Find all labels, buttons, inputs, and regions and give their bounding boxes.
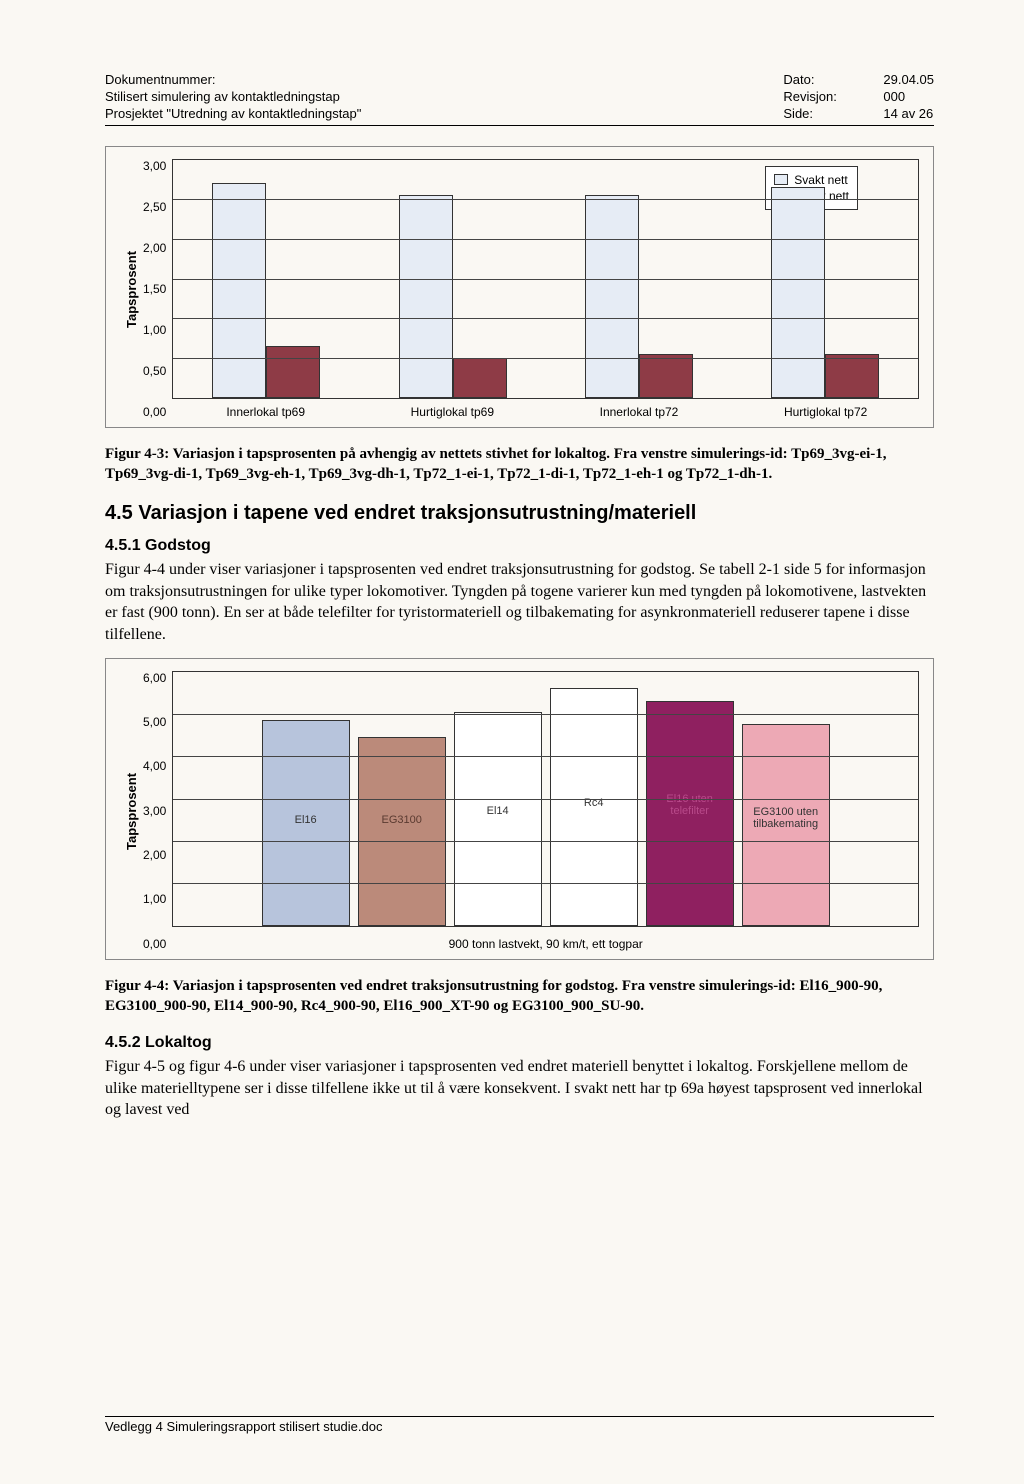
heading-4-5-1: 4.5.1 Godstog xyxy=(105,537,934,555)
chart1-ytick: 3,00 xyxy=(143,159,166,173)
header-line: Dokumentnummer: xyxy=(105,72,361,89)
header-val: 29.04.05 xyxy=(883,72,934,89)
document-footer: Vedlegg 4 Simuleringsrapport stilisert s… xyxy=(105,1416,934,1434)
chart1-xaxis: Innerlokal tp69Hurtiglokal tp69Innerloka… xyxy=(172,405,919,419)
chart1-xtick: Hurtiglokal tp69 xyxy=(359,405,546,419)
footer-text: Vedlegg 4 Simuleringsrapport stilisert s… xyxy=(105,1419,382,1434)
chart1-bar xyxy=(399,195,453,397)
chart1-ylabel: Tapsprosent xyxy=(120,159,143,419)
chart1-bar xyxy=(453,358,507,398)
chart2-yaxis: 6,00 5,00 4,00 3,00 2,00 1,00 0,00 xyxy=(143,671,172,951)
chart1-ytick: 2,50 xyxy=(143,200,166,214)
header-line: Prosjektet "Utredning av kontaktlednings… xyxy=(105,106,361,123)
chart1-ytick: 1,00 xyxy=(143,323,166,337)
chart1-ytick: 2,00 xyxy=(143,241,166,255)
chart1-bar xyxy=(639,354,693,398)
chart2-bar: EG3100 xyxy=(358,737,446,925)
chart2-bar-label: El14 xyxy=(455,805,541,817)
figure-4-4-caption: Figur 4-4: Variasjon i tapsprosenten ved… xyxy=(105,976,934,1017)
chart2-sub-caption: 900 tonn lastvekt, 90 km/t, ett togpar xyxy=(172,937,919,951)
chart2-bar-label: El16 uten telefilter xyxy=(647,793,733,817)
header-val: 000 xyxy=(883,89,905,106)
chart2-ytick: 5,00 xyxy=(143,715,166,729)
chart2-plot: El16 EG3100 El14 Rc4 El16 uten telefilter EG3… xyxy=(172,671,919,927)
chart2-ytick: 4,00 xyxy=(143,759,166,773)
heading-4-5: 4.5 Variasjon i tapene ved endret traksj… xyxy=(105,502,934,525)
chart2-bar-label: El16 xyxy=(263,814,349,826)
chart2-bar: El14 xyxy=(454,712,542,926)
header-val: 14 av 26 xyxy=(883,106,933,123)
figure-4-3-caption: Figur 4-3: Variasjon i tapsprosenten på … xyxy=(105,444,934,485)
chart2-ytick: 6,00 xyxy=(143,671,166,685)
chart2-ytick: 0,00 xyxy=(143,937,166,951)
paragraph-lokaltog: Figur 4-5 og figur 4-6 under viser varia… xyxy=(105,1056,934,1121)
paragraph-godstog: Figur 4-4 under viser variasjoner i taps… xyxy=(105,559,934,645)
chart2-bar: EG3100 uten tilbakemating xyxy=(742,724,830,925)
chart2-ytick: 1,00 xyxy=(143,892,166,906)
chart2-ytick: 3,00 xyxy=(143,804,166,818)
header-left: Dokumentnummer: Stilisert simulering av … xyxy=(105,72,361,123)
document-header: Dokumentnummer: Stilisert simulering av … xyxy=(105,72,934,126)
chart1-xtick: Innerlokal tp72 xyxy=(546,405,733,419)
chart1-ytick: 0,00 xyxy=(143,405,166,419)
chart1-bar xyxy=(585,195,639,397)
chart2-bar: Rc4 xyxy=(550,688,638,925)
chart2-bar-label: EG3100 uten tilbakemating xyxy=(743,806,829,830)
chart2-bar: El16 xyxy=(262,720,350,925)
chart1-xtick: Innerlokal tp69 xyxy=(172,405,359,419)
chart2-bar: El16 uten telefilter xyxy=(646,701,734,925)
chart2-ytick: 2,00 xyxy=(143,848,166,862)
chart1-ytick: 0,50 xyxy=(143,364,166,378)
header-key: Dato: xyxy=(783,72,843,89)
header-key: Revisjon: xyxy=(783,89,843,106)
figure-4-3-chart: Tapsprosent 3,00 2,50 2,00 1,50 1,00 0,50 0,00… xyxy=(105,146,934,428)
chart2-ylabel: Tapsprosent xyxy=(120,671,143,951)
chart1-bar xyxy=(212,183,266,397)
chart1-xtick: Hurtiglokal tp72 xyxy=(732,405,919,419)
chart1-bar xyxy=(771,187,825,397)
chart1-yaxis: 3,00 2,50 2,00 1,50 1,00 0,50 0,00 xyxy=(143,159,172,419)
header-key: Side: xyxy=(783,106,843,123)
heading-4-5-2: 4.5.2 Lokaltog xyxy=(105,1034,934,1052)
figure-4-4-chart: Tapsprosent 6,00 5,00 4,00 3,00 2,00 1,00 0,00… xyxy=(105,658,934,960)
chart2-bar-label: EG3100 xyxy=(359,814,445,826)
chart1-bar xyxy=(266,346,320,398)
chart1-ytick: 1,50 xyxy=(143,282,166,296)
chart1-plot: Svakt nettSterkt nett xyxy=(172,159,919,399)
header-line: Stilisert simulering av kontaktledningst… xyxy=(105,89,361,106)
chart1-bar xyxy=(825,354,879,398)
header-right: Dato: 29.04.05 Revisjon: 000 Side: 14 av 26 xyxy=(783,72,934,123)
